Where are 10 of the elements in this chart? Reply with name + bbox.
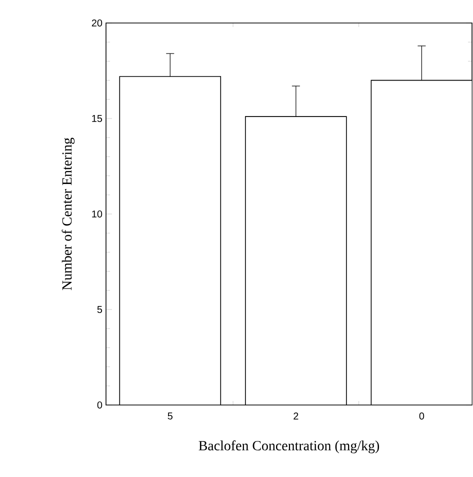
x-tick-label: 5 <box>168 412 172 420</box>
x-axis-title: Baclofen Concentration (mg/kg) <box>198 440 380 454</box>
y-axis-title: Number of Center Entering <box>62 138 75 290</box>
x-tick-label: 0 <box>419 412 424 420</box>
y-tick-label: 15 <box>92 115 102 122</box>
y-tick-label: 20 <box>92 19 102 27</box>
x-tick-label: 2 <box>294 412 298 420</box>
y-tick-label: 10 <box>92 210 102 218</box>
y-tick-label: 5 <box>97 306 102 313</box>
y-tick-label: 0 <box>97 401 102 409</box>
